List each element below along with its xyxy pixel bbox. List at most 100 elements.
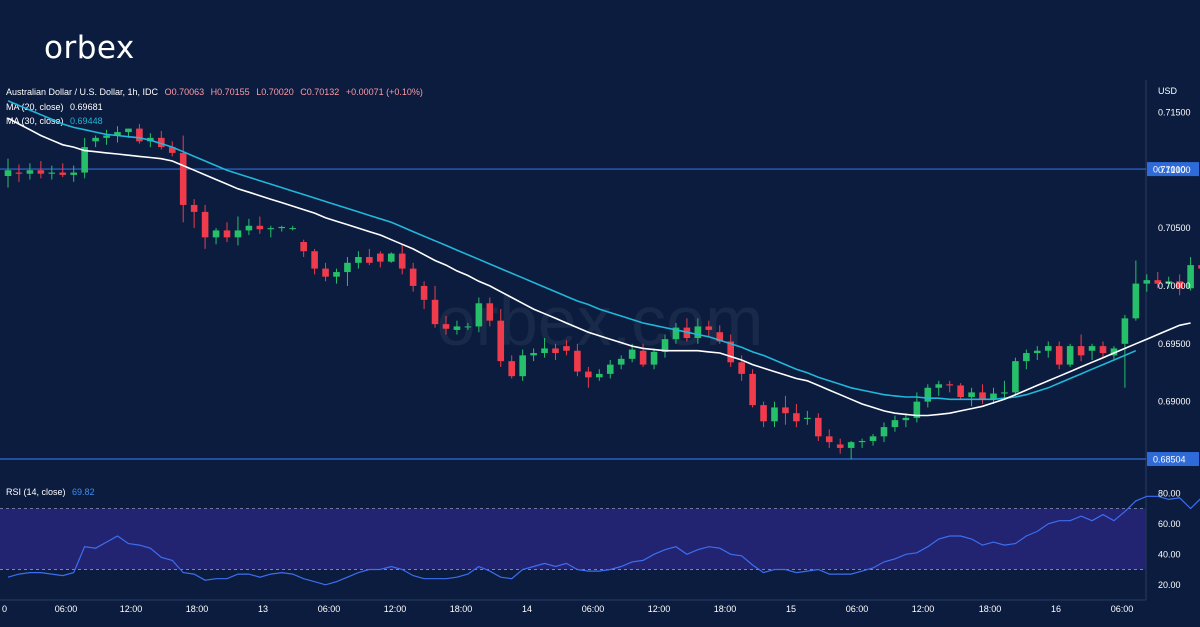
legend-ma30-value: 0.69448 [70,116,103,126]
candle-body [333,272,340,277]
candle [858,438,866,448]
rsi-line [7,495,1200,586]
time-tick-label: 06:00 [318,604,341,614]
time-tick-label: 12:00 [384,604,407,614]
legend-low: L0.70020 [256,87,294,97]
candle-body [245,225,253,231]
candle-body [957,385,964,398]
rsi-band [0,508,1146,570]
candle-body [1034,350,1041,354]
candle-body [48,172,56,174]
candle [190,199,198,229]
candle-body [475,303,483,327]
candle-body [858,440,866,443]
candle-body [453,326,461,330]
candle [234,216,242,246]
legend-ma30-label: MA (30, close) [6,116,64,126]
candle-body [793,413,800,422]
candle-body [1176,281,1183,289]
candle [212,228,220,245]
candle-body [355,257,362,263]
candle [1143,274,1151,292]
candle-body [508,361,515,377]
candle-body [924,387,932,402]
candle-body [201,211,209,238]
candle-body [902,417,910,421]
candle-body [387,253,395,262]
candle-body [946,384,953,386]
candle-body [1044,346,1052,351]
candle [398,244,406,275]
candle-body [782,407,789,414]
candle [563,340,570,356]
candle-body [311,251,318,269]
candle [179,135,187,223]
candle-body [278,226,286,229]
candle [508,355,515,379]
candle [541,338,548,358]
legend-ma30-row: MA (30, close) 0.69448 [6,116,107,126]
candle [136,123,143,144]
candle [223,222,231,242]
legend-ma20-value: 0.69681 [70,102,103,112]
time-tick-label: 0 [2,604,7,614]
candle [497,309,505,367]
candle [902,413,910,428]
candle [344,257,351,286]
candle [1088,343,1096,360]
candle [606,359,614,379]
candle [650,348,658,370]
legend-rsi-value: 69.82 [72,487,95,497]
legend-change: +0.00071 (+0.10%) [345,87,423,97]
candle [168,141,176,157]
legend-symbol: Australian Dollar / U.S. Dollar, 1h, IDC [6,87,159,97]
candle [1044,341,1052,358]
candle [782,395,789,425]
candle [760,401,767,428]
candle [409,262,417,292]
candle [278,225,286,232]
candle-body [815,417,822,437]
candle-body [1187,265,1194,289]
candle [617,355,625,370]
candle-body [431,299,439,325]
candle [387,252,395,263]
candle [1066,343,1074,367]
candle-body [628,349,636,359]
candle [355,251,362,269]
time-tick-label: 14 [522,604,532,614]
candle [26,163,34,180]
candle [694,318,702,344]
candle [1055,341,1063,370]
candle [70,165,77,182]
candle-body [574,350,581,372]
candle-body [749,373,756,406]
candle-body [705,326,713,330]
legend-high: H0.70155 [210,87,250,97]
candle-body [1088,346,1096,351]
candle [957,383,964,400]
watermark: orbex.com [437,282,764,360]
candle-body [913,401,921,418]
orbex-logo: orbex [44,30,135,66]
candle-body [168,147,176,153]
candle [891,415,899,432]
candle-body [103,135,110,138]
candle [585,366,592,388]
candle-body [891,420,899,428]
candle-body [1143,280,1151,284]
candle [92,135,99,148]
candle [935,380,943,396]
candle-body [322,268,329,277]
candle [1023,349,1030,370]
candle [1012,357,1019,396]
candle-body [234,230,242,238]
price-tick-label: 0.69000 [1158,397,1191,407]
candle [267,225,275,238]
time-tick-label: 12:00 [912,604,935,614]
horizontal-level-tag [1147,452,1199,467]
candle [825,429,833,448]
candle [815,413,822,441]
candle-body [92,137,99,142]
